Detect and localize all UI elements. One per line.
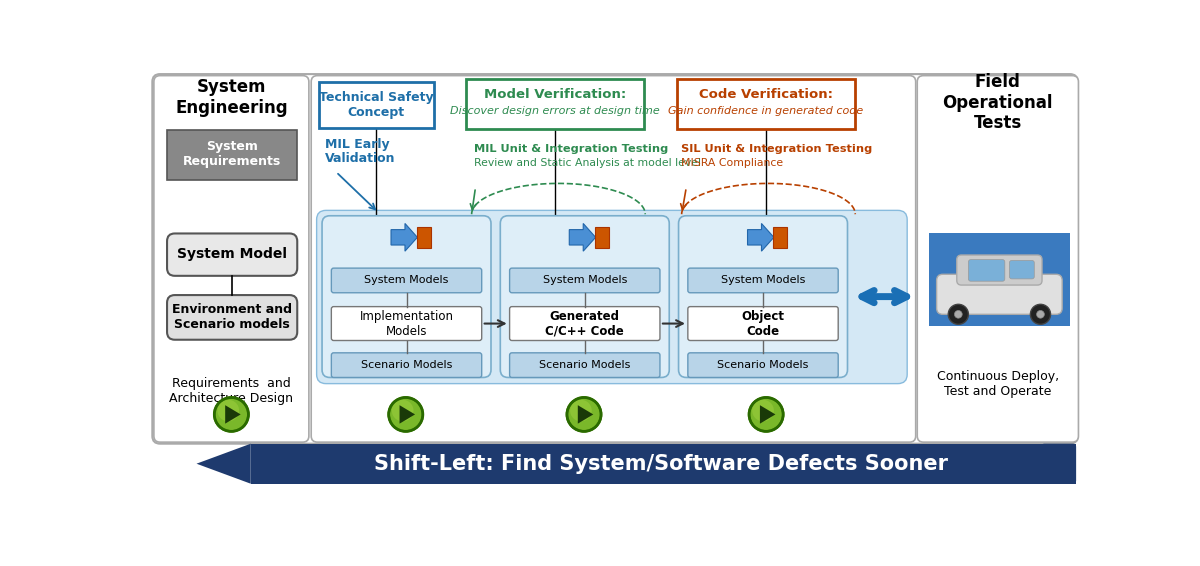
Bar xyxy=(929,233,1070,326)
Polygon shape xyxy=(578,405,593,424)
Text: SIL Unit & Integration Testing: SIL Unit & Integration Testing xyxy=(680,144,872,154)
Text: Generated
C/C++ Code: Generated C/C++ Code xyxy=(546,310,624,337)
FancyBboxPatch shape xyxy=(1009,260,1034,279)
FancyBboxPatch shape xyxy=(154,76,308,442)
FancyBboxPatch shape xyxy=(311,76,916,442)
Polygon shape xyxy=(197,444,251,484)
Text: Validation: Validation xyxy=(325,152,396,165)
FancyBboxPatch shape xyxy=(678,216,847,378)
Text: Environment and
Scenario models: Environment and Scenario models xyxy=(172,303,292,332)
Circle shape xyxy=(954,311,962,318)
Text: System Models: System Models xyxy=(721,276,805,285)
FancyBboxPatch shape xyxy=(956,255,1042,285)
Circle shape xyxy=(749,397,784,431)
Polygon shape xyxy=(400,405,415,424)
Text: Continuous Deploy,
Test and Operate: Continuous Deploy, Test and Operate xyxy=(937,370,1058,398)
Circle shape xyxy=(1031,305,1050,324)
Text: Shift-Left: Find System/Software Defects Sooner: Shift-Left: Find System/Software Defects… xyxy=(374,454,948,474)
Bar xyxy=(466,79,644,128)
Bar xyxy=(251,444,1076,484)
FancyBboxPatch shape xyxy=(331,353,481,378)
Bar xyxy=(677,79,856,128)
Text: System
Engineering: System Engineering xyxy=(175,78,288,117)
Text: Requirements  and
Architecture Design: Requirements and Architecture Design xyxy=(169,378,293,405)
FancyBboxPatch shape xyxy=(167,295,298,340)
Polygon shape xyxy=(226,405,241,424)
Text: Gain confidence in generated code: Gain confidence in generated code xyxy=(668,106,864,116)
Text: Implementation
Models: Implementation Models xyxy=(360,310,454,337)
Text: Discover design errors at design time: Discover design errors at design time xyxy=(450,106,660,116)
Text: Technical Safety
Concept: Technical Safety Concept xyxy=(319,91,433,119)
Circle shape xyxy=(391,400,414,421)
Polygon shape xyxy=(569,224,595,251)
FancyBboxPatch shape xyxy=(968,260,1004,281)
Circle shape xyxy=(570,400,592,421)
Text: Field
Operational
Tests: Field Operational Tests xyxy=(943,73,1054,132)
Circle shape xyxy=(948,305,968,324)
Text: MISRA Compliance: MISRA Compliance xyxy=(680,157,784,168)
FancyBboxPatch shape xyxy=(510,268,660,293)
FancyBboxPatch shape xyxy=(917,76,1079,442)
Polygon shape xyxy=(760,405,775,424)
Circle shape xyxy=(566,397,601,431)
Text: MIL Unit & Integration Testing: MIL Unit & Integration Testing xyxy=(474,144,668,154)
Bar xyxy=(167,130,298,179)
FancyBboxPatch shape xyxy=(510,353,660,378)
Text: Scenario Models: Scenario Models xyxy=(718,360,809,370)
FancyBboxPatch shape xyxy=(937,275,1062,314)
FancyBboxPatch shape xyxy=(1042,444,1076,484)
FancyBboxPatch shape xyxy=(500,216,670,378)
Text: Object
Code: Object Code xyxy=(742,310,785,337)
FancyBboxPatch shape xyxy=(152,74,1078,444)
Circle shape xyxy=(752,400,774,421)
Bar xyxy=(773,226,787,248)
FancyBboxPatch shape xyxy=(688,268,839,293)
FancyBboxPatch shape xyxy=(322,216,491,378)
Bar xyxy=(416,226,431,248)
Bar xyxy=(319,82,433,128)
FancyBboxPatch shape xyxy=(317,211,907,384)
FancyBboxPatch shape xyxy=(688,353,839,378)
FancyBboxPatch shape xyxy=(688,307,839,341)
Text: Code Verification:: Code Verification: xyxy=(700,88,833,101)
FancyBboxPatch shape xyxy=(331,268,481,293)
Bar xyxy=(595,226,608,248)
Text: Model Verification:: Model Verification: xyxy=(485,88,626,101)
Circle shape xyxy=(215,397,248,431)
Text: Scenario Models: Scenario Models xyxy=(539,360,630,370)
Polygon shape xyxy=(391,224,418,251)
FancyBboxPatch shape xyxy=(331,307,481,341)
Text: Review and Static Analysis at model level: Review and Static Analysis at model leve… xyxy=(474,157,701,168)
Text: System Models: System Models xyxy=(365,276,449,285)
Text: System
Requirements: System Requirements xyxy=(184,140,281,168)
Circle shape xyxy=(389,397,422,431)
Circle shape xyxy=(1037,311,1044,318)
Text: MIL Early: MIL Early xyxy=(325,139,390,152)
Polygon shape xyxy=(748,224,774,251)
Text: System Models: System Models xyxy=(542,276,626,285)
Text: Scenario Models: Scenario Models xyxy=(361,360,452,370)
Text: System Model: System Model xyxy=(178,247,287,261)
FancyBboxPatch shape xyxy=(167,233,298,276)
Circle shape xyxy=(217,400,239,421)
FancyBboxPatch shape xyxy=(510,307,660,341)
